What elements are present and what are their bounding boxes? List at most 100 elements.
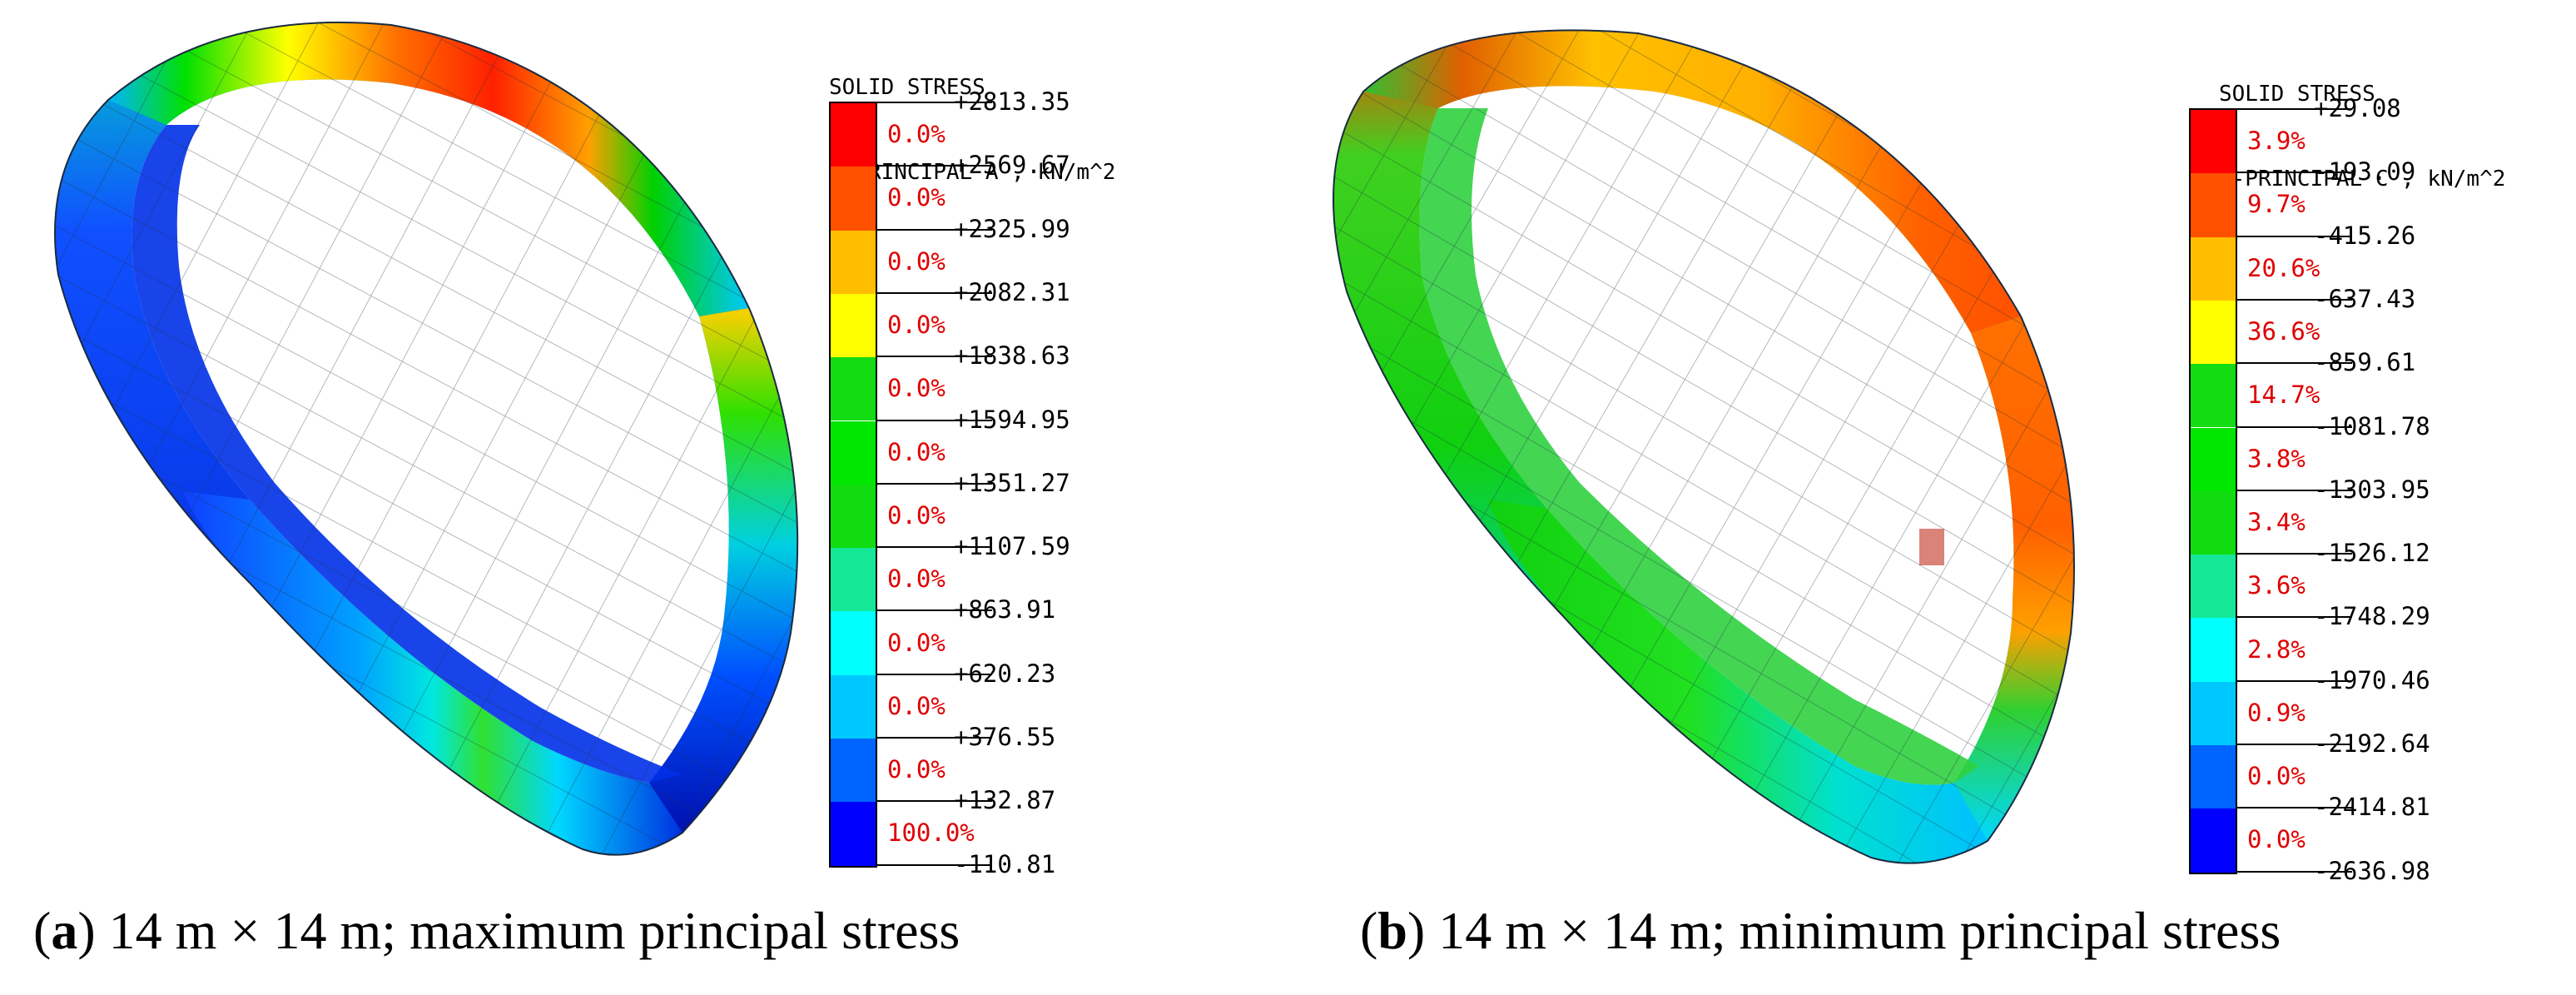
legend-value: -1303.95 xyxy=(2314,475,2430,504)
legend-swatch xyxy=(831,103,876,167)
legend-value: +2325.99 xyxy=(954,214,1070,243)
legend-percent: 0.0% xyxy=(2247,762,2305,791)
legend-tick xyxy=(876,228,992,231)
legend-swatch xyxy=(831,674,876,739)
legend-tick xyxy=(2236,807,2352,809)
panel-b: SOLID STRESS S-PRINCIPAL C , kN/m^2 +29.… xyxy=(1288,0,2576,995)
legend-swatch xyxy=(831,739,876,803)
legend-tick xyxy=(876,546,992,549)
legend-tick xyxy=(2236,616,2352,619)
legend-tick xyxy=(876,737,992,739)
legend-tick xyxy=(2236,235,2352,237)
legend-percent: 0.0% xyxy=(887,246,946,276)
legend-value: +1107.59 xyxy=(954,532,1070,561)
legend-swatch xyxy=(831,802,876,866)
legend-tick xyxy=(2236,870,2352,873)
legend-percent: 0.0% xyxy=(887,691,946,720)
legend-swatch xyxy=(831,611,876,675)
legend-title-b: SOLID STRESS xyxy=(2219,82,2375,107)
legend-percent: 0.0% xyxy=(887,565,946,594)
legend-swatch xyxy=(831,484,876,549)
tunnel-lining-model-a xyxy=(54,21,799,856)
legend-value: +863.91 xyxy=(954,595,1056,624)
legend-percent: 3.8% xyxy=(2247,444,2305,473)
legend-tick xyxy=(876,291,992,294)
legend-value: -2192.64 xyxy=(2314,729,2430,758)
caption-letter-a: a xyxy=(51,901,78,960)
legend-tick xyxy=(2236,744,2352,745)
legend-percent: 0.0% xyxy=(887,628,946,657)
legend-tick xyxy=(2236,108,2352,110)
legend-tick xyxy=(876,102,992,103)
legend-swatch xyxy=(2191,555,2236,619)
legend-percent: 14.7% xyxy=(2247,381,2320,410)
legend-tick xyxy=(2236,298,2352,301)
legend-swatch xyxy=(2191,681,2236,745)
legend-percent: 2.8% xyxy=(2247,634,2305,664)
legend-tick xyxy=(876,356,992,358)
legend-value: -1526.12 xyxy=(2314,539,2430,568)
legend-tick xyxy=(2236,172,2352,174)
caption-letter-b: b xyxy=(1377,901,1407,960)
legend-tick xyxy=(876,419,992,421)
legend-value: -415.26 xyxy=(2314,221,2416,250)
legend-value: +620.23 xyxy=(954,659,1056,688)
legend-color-bar xyxy=(2189,108,2237,874)
legend-percent: 9.7% xyxy=(2247,190,2305,219)
legend-tick xyxy=(2236,489,2352,491)
legend-value: -110.81 xyxy=(954,849,1056,878)
legend-value: -1970.46 xyxy=(2314,665,2430,694)
panel-a: SOLID STRESS S-PRINCIPAL A , kN/m^2 +281… xyxy=(33,21,1115,960)
legend-swatch xyxy=(2191,427,2236,491)
legend-percent: 3.4% xyxy=(2247,507,2305,536)
legend-percent: 0.0% xyxy=(887,183,946,212)
legend-tick xyxy=(876,609,992,612)
legend-value: -859.61 xyxy=(2314,348,2416,377)
legend-title-a: SOLID STRESS xyxy=(829,75,985,100)
caption-b: (b) 14 m × 14 m; minimum principal stres… xyxy=(1360,901,2281,960)
legend-tick xyxy=(876,165,992,167)
legend-swatch xyxy=(831,230,876,294)
legend-tick xyxy=(2236,553,2352,555)
legend-tick xyxy=(876,673,992,675)
legend-percent: 3.6% xyxy=(2247,571,2305,600)
legend-tick xyxy=(2236,679,2352,682)
legend-swatch xyxy=(831,420,876,485)
legend-value: -193.09 xyxy=(2314,157,2416,187)
legend-swatch xyxy=(831,357,876,421)
legend-value: -2636.98 xyxy=(2314,856,2430,885)
tunnel-lining-model-b xyxy=(1333,29,2075,864)
legend-swatch xyxy=(2191,173,2236,237)
legend-percent: 0.0% xyxy=(887,437,946,466)
legend-percent: 0.0% xyxy=(887,374,946,403)
legend-value: +2569.67 xyxy=(954,151,1070,180)
legend-swatch xyxy=(2191,110,2236,174)
caption-a: (a) 14 m × 14 m; maximum principal stres… xyxy=(33,901,960,960)
legend-percent: 100.0% xyxy=(887,818,975,848)
legend-value: -637.43 xyxy=(2314,284,2416,313)
legend-percent: 0.0% xyxy=(887,311,946,340)
legend-value: +29.08 xyxy=(2314,94,2401,122)
legend-value: +132.87 xyxy=(954,786,1056,815)
legend-percent: 20.6% xyxy=(2247,253,2320,282)
legend-color-bar xyxy=(829,102,877,868)
legend-percent: 0.0% xyxy=(887,500,946,530)
legend-value: +1838.63 xyxy=(954,341,1070,371)
caption-text-b: 14 m × 14 m; minimum principal stress xyxy=(1438,901,2281,960)
caption-text-a: 14 m × 14 m; maximum principal stress xyxy=(108,901,960,960)
legend-tick xyxy=(876,863,992,866)
legend-percent: 0.0% xyxy=(887,120,946,149)
legend-value: +2813.35 xyxy=(954,87,1070,116)
legend-swatch xyxy=(2191,618,2236,682)
legend-value: +1594.95 xyxy=(954,405,1070,434)
legend-subtitle-b: S-PRINCIPAL C , kN/m^2 xyxy=(2219,167,2506,192)
legend-value: -1081.78 xyxy=(2314,411,2430,440)
legend-percent: 36.6% xyxy=(2247,317,2320,346)
legend-swatch xyxy=(2191,808,2236,873)
legend-swatch xyxy=(2191,300,2236,365)
legend-value: +376.55 xyxy=(954,723,1056,751)
legend-value: +1351.27 xyxy=(954,468,1070,497)
legend-value: +2082.31 xyxy=(954,277,1070,306)
legend-swatch xyxy=(2191,364,2236,428)
legend-swatch xyxy=(2191,745,2236,809)
